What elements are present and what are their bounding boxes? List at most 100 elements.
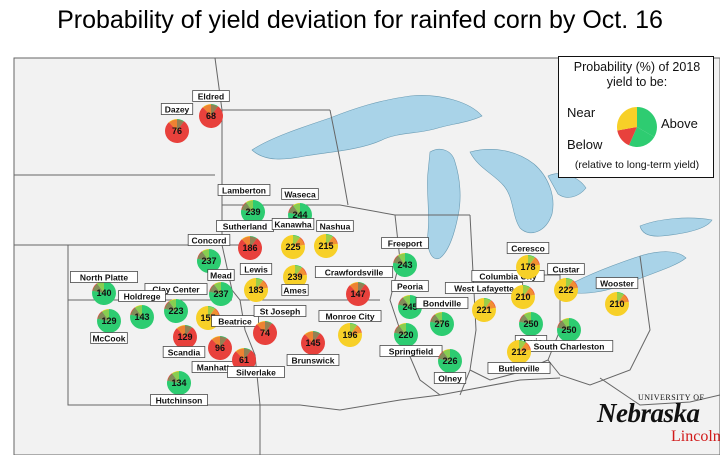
site-south-charleston: 250 South Charleston — [524, 318, 614, 352]
site-springfield: 220 Springfield — [379, 323, 443, 357]
pie-dominant — [232, 348, 256, 372]
site-name: Monroe City — [325, 312, 374, 322]
legend-pie-below — [617, 127, 637, 146]
site-name: Beatrice — [218, 317, 252, 327]
legend-note: (relative to long-term yield) — [574, 159, 700, 171]
site-label-box — [187, 234, 231, 246]
site-value: 157 — [200, 313, 215, 323]
legend-below-label: Below — [567, 137, 603, 152]
site-value: 220 — [398, 330, 413, 340]
pie-dominant — [283, 265, 307, 289]
site-lewis: 183 Lewis — [239, 263, 273, 302]
site-value: 143 — [134, 312, 149, 322]
pie-dominant — [519, 312, 543, 336]
site-value: 223 — [168, 306, 183, 316]
site-value: 129 — [177, 332, 192, 342]
site-name: Holdrege — [124, 292, 161, 302]
site-value: 186 — [242, 243, 257, 253]
site-brunswick: 145 Brunswick — [286, 331, 340, 366]
site-label-box — [471, 270, 545, 282]
pie-dominant — [167, 371, 191, 395]
site-name: Ceresco — [511, 244, 545, 254]
site-silverlake: 61 Silverlake — [227, 348, 285, 378]
site-markers: 76 Dazey 68 Eldred 239 Lamberton 244 Waseca 186 S… — [70, 90, 639, 406]
site-label-box — [192, 90, 230, 102]
site-name: Scandia — [168, 348, 201, 358]
site-butlerville: 212 Butlerville — [487, 340, 551, 374]
pie-dominant — [208, 336, 232, 360]
site-label-box — [144, 283, 208, 295]
logo-nebraska: Nebraska — [597, 398, 700, 428]
site-name: Freeport — [388, 239, 423, 249]
site-label-box — [281, 188, 319, 200]
pie-dominant — [430, 312, 454, 336]
site-freeport: 243 Freeport — [381, 237, 429, 278]
site-value: 243 — [397, 260, 412, 270]
site-value: 183 — [248, 285, 263, 295]
site-label-box — [217, 184, 271, 196]
site-value: 237 — [201, 256, 216, 266]
lake-huron — [469, 149, 554, 234]
site-value: 210 — [609, 299, 624, 309]
logo-lincoln: Lincoln — [671, 428, 720, 445]
site-name: North Platte — [80, 273, 128, 283]
site-mead: 237 Mead — [207, 269, 235, 307]
site-name: Silverlake — [236, 368, 276, 378]
lake-superior — [251, 95, 483, 160]
site-label-box — [318, 310, 382, 322]
site-value: 96 — [215, 343, 225, 353]
site-name: Sutherland — [223, 222, 267, 232]
site-label-box — [253, 305, 307, 317]
site-label-box — [150, 394, 208, 406]
site-label-box — [160, 103, 194, 115]
site-label-box — [381, 237, 429, 249]
legend-title-line1: Probability (%) of 2018 — [573, 60, 701, 74]
site-st-joseph: 74 St Joseph — [253, 305, 307, 345]
site-value: 134 — [171, 378, 186, 388]
pie-dominant — [238, 236, 262, 260]
site-custar: 222 Custar — [547, 263, 585, 303]
lake-michigan — [427, 149, 461, 260]
site-west-lafayette: 221 West Lafayette — [444, 282, 524, 323]
site-label-box — [227, 366, 285, 378]
site-name: Crawfordsville — [325, 268, 384, 278]
site-label-box — [118, 290, 166, 302]
pie-dominant — [301, 331, 325, 355]
site-label-box — [239, 263, 273, 275]
pie-dominant — [554, 278, 578, 302]
site-north-platte: 140 North Platte — [70, 271, 138, 305]
site-label-box — [433, 372, 467, 384]
site-label-box — [487, 362, 551, 374]
site-label-box — [207, 269, 235, 281]
site-name: Butlerville — [498, 364, 539, 374]
site-label-box — [271, 218, 315, 230]
site-lamberton: 239 Lamberton — [217, 184, 271, 225]
site-name: Lewis — [244, 265, 268, 275]
pie-dominant — [209, 282, 233, 306]
pie-dominant — [165, 119, 189, 143]
site-name: Lamberton — [222, 186, 266, 196]
pie-dominant — [241, 200, 265, 224]
site-wooster: 210 Wooster — [595, 277, 639, 316]
site-crawfordsville: 147 Crawfordsville — [314, 266, 394, 306]
site-clay-center: 223 Clay Center — [144, 283, 208, 324]
site-value: 178 — [520, 262, 535, 272]
site-name: Eldred — [198, 92, 224, 102]
site-scandia: 129 Scandia — [162, 325, 206, 358]
site-label-box — [211, 315, 259, 327]
site-label-box — [391, 280, 429, 292]
legend: Probability (%) of 2018 yield to be: Nea… — [558, 56, 714, 178]
legend-title-line2: yield to be: — [606, 75, 668, 89]
site-mccook: 129 McCook — [90, 309, 128, 344]
site-name: Brunswick — [292, 356, 335, 366]
site-name: Bondville — [423, 299, 462, 309]
site-columbia-city: 210 Columbia City — [471, 270, 545, 310]
site-value: 129 — [101, 316, 116, 326]
site-label-box — [90, 332, 128, 344]
legend-pie-near — [616, 107, 637, 131]
legend-pie-above — [637, 107, 657, 137]
site-name: South Charleston — [534, 342, 605, 352]
pie-dominant — [244, 278, 268, 302]
site-value: 147 — [350, 289, 365, 299]
